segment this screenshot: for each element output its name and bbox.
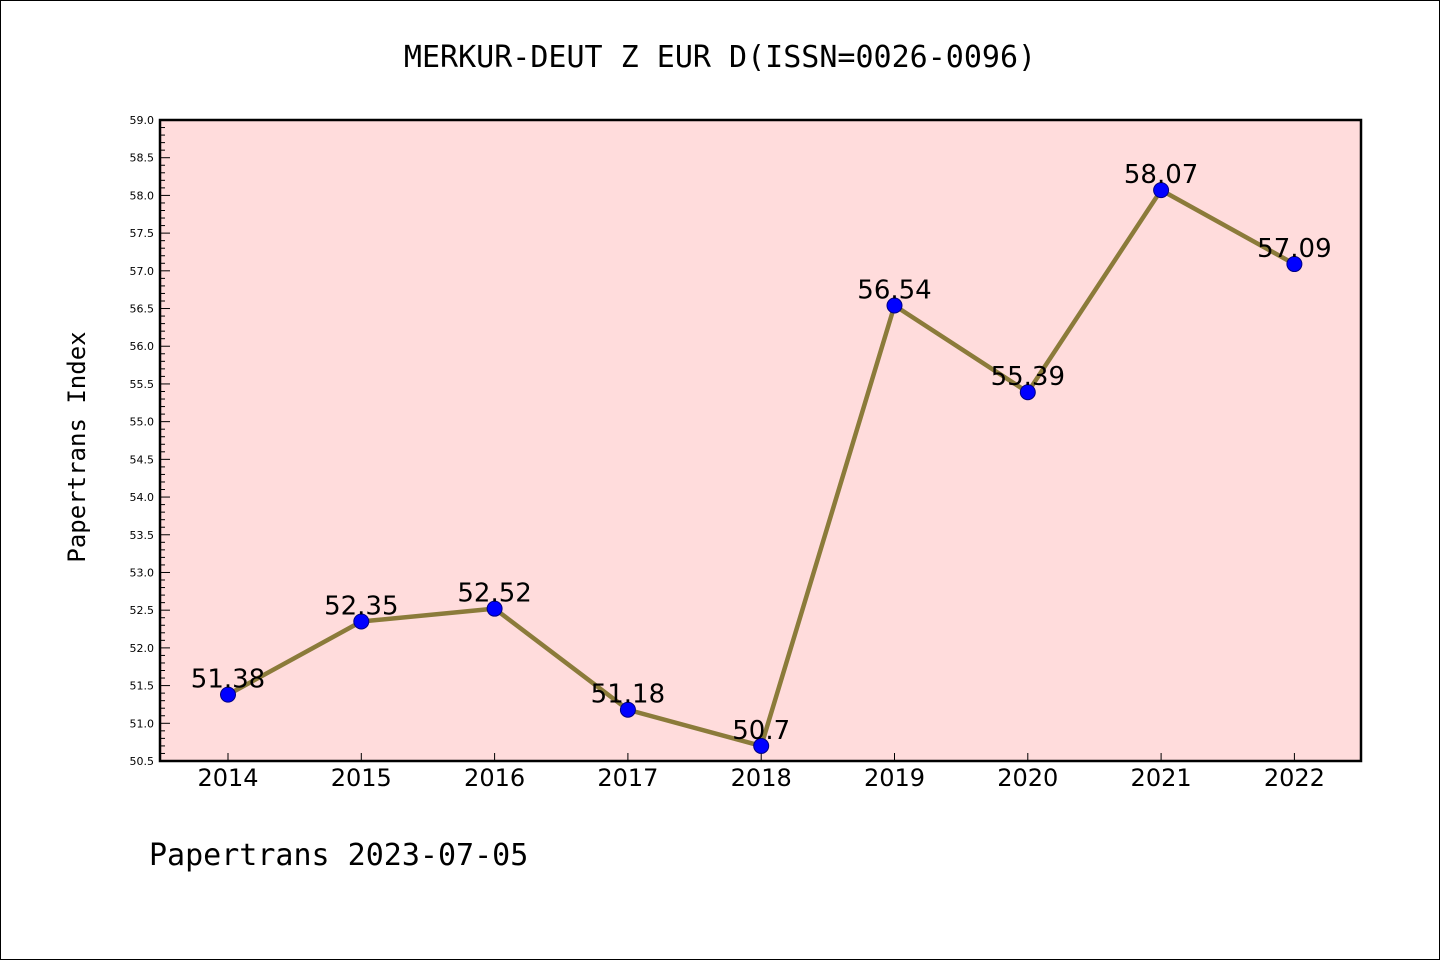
y-tick-label: 51.5	[130, 680, 155, 693]
x-tick-label: 2015	[331, 764, 392, 792]
data-point	[486, 600, 503, 617]
x-axis: 2014 2015 2016 2017 2018 2019 2020 2021 2022	[197, 753, 1325, 792]
data-label: 57.09	[1257, 234, 1331, 264]
y-tick-label: 52.5	[130, 604, 155, 617]
y-tick-label: 55.5	[130, 378, 155, 391]
x-tick-label: 2018	[731, 764, 792, 792]
x-tick-label: 2019	[864, 764, 925, 792]
data-label: 52.35	[324, 591, 398, 621]
data-point	[619, 701, 636, 718]
data-point	[753, 737, 770, 754]
y-tick-label: 57.0	[130, 265, 155, 278]
y-tick-label: 51.0	[130, 717, 155, 730]
x-tick-label: 2016	[464, 764, 525, 792]
y-tick-label: 50.5	[130, 755, 155, 768]
y-tick-label: 58.0	[130, 189, 155, 202]
data-point	[220, 686, 236, 703]
plot-frame	[158, 118, 1363, 763]
data-point	[1153, 182, 1170, 199]
x-tick-label: 2022	[1264, 764, 1325, 792]
footer-source-date: Papertrans 2023-07-05	[149, 838, 528, 873]
y-tick-label: 53.5	[130, 529, 155, 542]
y-tick-label: 56.0	[130, 340, 155, 353]
data-label: 51.38	[191, 665, 265, 695]
plot-area	[160, 120, 1361, 761]
data-label: 50.7	[732, 716, 790, 746]
y-tick-label: 58.5	[130, 152, 155, 165]
y-tick-label: 55.0	[130, 416, 155, 429]
data-label: 56.54	[857, 276, 931, 306]
y-tick-label: 56.5	[130, 303, 155, 316]
data-point	[1286, 256, 1303, 273]
chart-title: MERKUR-DEUT Z EUR D(ISSN=0026-0096)	[404, 40, 1036, 75]
x-tick-label: 2021	[1131, 764, 1192, 792]
y-axis: 50.5 51.0 51.5 52.0 52.5 53.0 53.5 54.0 54.5 55.0…	[130, 114, 170, 768]
data-label: 51.18	[591, 680, 665, 710]
x-tick-label: 2014	[197, 764, 258, 792]
x-tick-label: 2020	[997, 764, 1058, 792]
x-tick-label: 2017	[597, 764, 658, 792]
y-tick-label: 57.5	[130, 227, 155, 240]
data-point	[1019, 384, 1036, 401]
y-tick-label: 52.0	[130, 642, 155, 655]
y-tick-label: 54.5	[130, 453, 155, 466]
data-point	[353, 613, 370, 630]
data-label: 52.52	[457, 579, 531, 609]
y-tick-label: 54.0	[130, 491, 155, 504]
data-point	[886, 297, 903, 314]
series-group: 51.38 52.35 52.52 51.18 50.7 56.54 55.39 58.07 5…	[191, 160, 1332, 754]
y-tick-label: 59.0	[130, 114, 155, 127]
y-tick-label: 53.0	[130, 566, 155, 579]
y-axis-title: Papertrans Index	[63, 331, 91, 562]
data-label: 58.07	[1124, 160, 1198, 190]
data-label: 55.39	[991, 362, 1065, 392]
